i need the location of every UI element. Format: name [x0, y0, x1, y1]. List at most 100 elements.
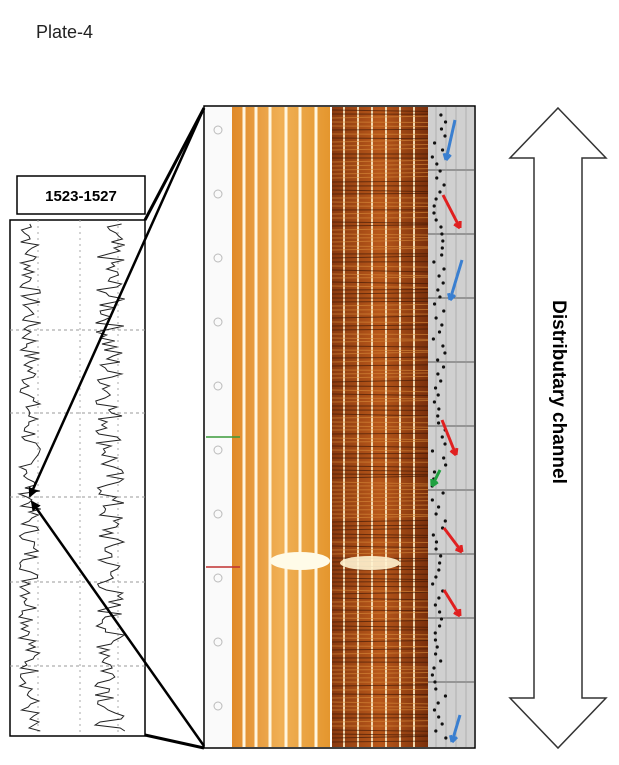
dip-arrow: [442, 589, 462, 617]
dip-tadpole: [441, 365, 446, 369]
bedding-stripe: [331, 345, 429, 348]
depth-marker: [213, 573, 223, 583]
dip-tadpole: [438, 169, 442, 173]
bedding-stripe: [331, 637, 429, 640]
bedding-stripe: [331, 385, 429, 388]
bedding-stripe: [331, 375, 429, 379]
dip-tadpole: [434, 687, 438, 691]
bedding-stripe: [331, 640, 429, 643]
bedding-stripe: [331, 273, 429, 277]
depth-marker: [213, 317, 223, 327]
bedding-stripe: [331, 285, 429, 288]
dip-track: [428, 107, 474, 747]
bedding-stripe: [331, 481, 429, 485]
bedding-stripe: [331, 688, 429, 691]
bedding-stripe: [331, 300, 429, 303]
bedding-stripe: [331, 671, 429, 675]
dip-tadpole: [437, 596, 441, 600]
dip-tadpole: [434, 197, 438, 201]
dip-arrow-head: [453, 220, 462, 230]
dip-tadpole: [443, 442, 447, 446]
dip-tadpole: [441, 491, 445, 495]
dip-tadpole: [433, 680, 437, 684]
bedding-stripe: [331, 159, 429, 163]
dip-tadpole: [435, 176, 439, 180]
dip-tadpole: [438, 295, 442, 299]
bedding-stripe: [331, 168, 429, 171]
bedding-stripe: [331, 465, 429, 468]
dip-tadpole: [440, 232, 444, 236]
dip-tadpole: [432, 302, 437, 306]
dip-tadpole: [430, 155, 434, 159]
dip-arrow: [440, 419, 458, 456]
bedding-stripe: [331, 500, 429, 503]
log-curve: [17, 223, 42, 732]
log-panel: [9, 219, 146, 737]
dip-tadpole: [439, 225, 443, 229]
dip-tadpole: [439, 617, 444, 621]
dip-tadpole: [438, 190, 442, 194]
dip-tadpole: [434, 316, 438, 320]
dip-tadpole: [432, 141, 437, 145]
dip-tadpole: [436, 701, 440, 705]
bedding-stripe: [331, 269, 429, 273]
dip-arrow-head: [430, 478, 439, 488]
bedding-stripe: [331, 351, 429, 355]
depth-marker: [213, 125, 223, 135]
dip-tadpole: [440, 323, 444, 327]
dip-tadpole: [437, 568, 441, 572]
bedding-stripe: [331, 545, 429, 549]
dip-arrow-head: [449, 734, 459, 744]
dip-tadpole: [432, 470, 437, 474]
bedding-stripe: [331, 515, 429, 519]
dip-tadpole: [433, 386, 438, 390]
dip-tadpole: [440, 148, 445, 152]
dip-tadpole: [432, 400, 437, 404]
bedding-stripe: [331, 109, 429, 112]
dip-tadpole: [436, 421, 441, 425]
bedding-stripe: [331, 633, 429, 636]
bedding-stripe: [331, 233, 429, 236]
bedding-stripe: [331, 175, 429, 179]
dip-tadpole: [433, 638, 438, 642]
plate-title: Plate-4: [36, 22, 93, 42]
depth-marker: [213, 189, 223, 199]
bedding-stripe: [331, 684, 429, 687]
bedding-stripe: [331, 524, 429, 527]
dip-tadpole: [443, 694, 448, 698]
dip-tadpole: [433, 652, 438, 656]
bedding-stripe: [331, 452, 429, 455]
bedding-stripe: [331, 445, 429, 448]
dip-tadpole: [439, 127, 444, 131]
dip-tadpole: [434, 547, 438, 551]
dip-tadpole: [442, 183, 446, 187]
bedding-stripe: [331, 397, 429, 400]
dip-tadpole: [436, 414, 440, 418]
dip-tadpole: [440, 246, 444, 250]
bedding-stripe: [331, 440, 429, 443]
dip-arrow: [448, 259, 464, 301]
bedding-stripe: [331, 276, 429, 279]
dip-tadpole: [439, 113, 443, 117]
bedding-stripe: [331, 651, 429, 655]
dip-arrow-head: [453, 608, 462, 618]
bedding-stripe: [331, 600, 429, 603]
dip-tadpole: [432, 708, 437, 712]
bedding-stripe: [331, 533, 429, 536]
bedding-stripe: [331, 125, 429, 128]
bedding-stripe: [331, 693, 429, 696]
bedding-stripe: [331, 432, 429, 435]
dip-arrow-head: [449, 447, 459, 457]
bedding-stripe: [331, 171, 429, 175]
depth-label-box: [16, 175, 146, 215]
bedding-stripe: [331, 611, 429, 615]
depth-marker: [213, 509, 223, 519]
bedding-stripe: [331, 247, 429, 251]
bedding-stripe: [331, 180, 429, 183]
dip-tadpole: [440, 253, 444, 257]
dip-arrow: [442, 527, 464, 553]
bedding-stripe: [331, 413, 429, 417]
bedding-stripe: [331, 143, 429, 147]
bedding-stripe: [331, 372, 429, 375]
